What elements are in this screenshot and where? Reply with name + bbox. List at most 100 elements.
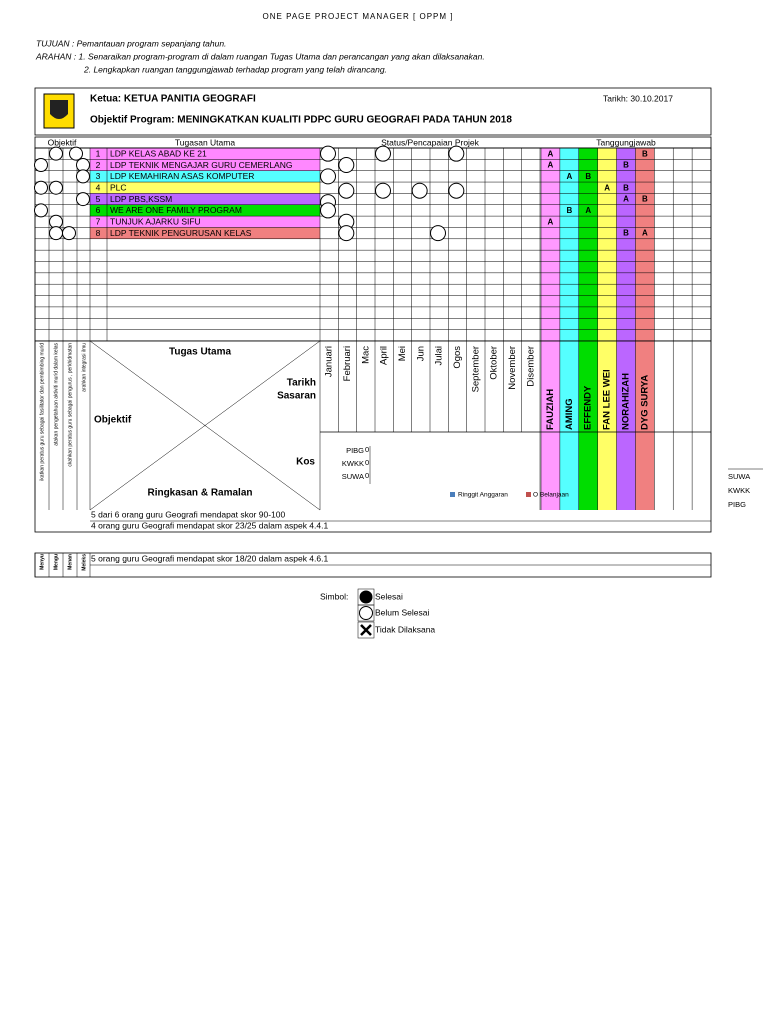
- summary: 5 dari 6 orang guru Geografi mendapat sk…: [91, 509, 285, 519]
- objective-short: Menyu: [39, 554, 45, 570]
- status-dot: [448, 145, 465, 162]
- header-box: [34, 87, 712, 136]
- summary: 5 orang guru Geografi mendapat skor 18/2…: [91, 553, 328, 563]
- task-no: 2: [96, 160, 101, 170]
- task-name: LDP TEKNIK PENGURUSAN KELAS: [110, 228, 252, 238]
- resp-letter: B: [585, 172, 591, 181]
- task-name: LDP PBS,KSSM: [110, 194, 172, 204]
- objective-short: Meleks: [81, 554, 87, 571]
- logo-mark: [50, 100, 68, 119]
- person-column: [635, 148, 655, 510]
- month: September: [470, 346, 481, 392]
- month: Februari: [342, 346, 353, 381]
- person-name: FAN LEE WEI: [602, 369, 613, 430]
- symbol-box: [357, 604, 375, 622]
- objective: arahkan integrasi ilmu: [81, 343, 87, 392]
- objective: ikatkan peratus guru sebagai fasilitator…: [39, 343, 45, 481]
- intro: ARAHAN : 1. Senaraikan program-program d…: [35, 51, 485, 61]
- matrix-label: Tarikh: [287, 378, 316, 389]
- kos-label: SUWA: [342, 472, 364, 481]
- task-name: TUNJUK AJARKU SIFU: [110, 217, 201, 227]
- person-column: [541, 148, 560, 510]
- task-fill: [90, 148, 320, 160]
- status-dot: [338, 157, 355, 174]
- task-no: 6: [96, 205, 101, 215]
- objective-dot: [76, 192, 90, 207]
- status-dot: [375, 182, 391, 199]
- task-name: PLC: [110, 182, 127, 192]
- resp-letter: B: [566, 206, 572, 215]
- task-name: LDP TEKNIK MENGAJAR GURU CEMERLANG: [110, 160, 292, 170]
- objective-dot: [76, 169, 90, 184]
- task-no: 1: [96, 148, 101, 158]
- symbol-item: Tidak Dilaksana: [375, 624, 435, 634]
- symbol-done: [359, 590, 373, 604]
- symbol-item: Belum Selesai: [375, 607, 429, 617]
- col-head: Tugasan Utama: [175, 137, 235, 147]
- status-dot: [338, 182, 355, 199]
- side-label: SUWA: [728, 472, 750, 481]
- month: Disember: [525, 346, 536, 387]
- resp-letter: A: [548, 149, 554, 158]
- task-fill: [90, 216, 320, 228]
- kos-label: PIBG: [346, 446, 364, 455]
- kos-label: KWKK: [342, 459, 364, 468]
- kos-value: 0: [365, 458, 369, 467]
- side-label: PIBG: [728, 500, 746, 509]
- status-dot: [320, 168, 336, 185]
- status-dot: [448, 182, 465, 199]
- task-name: WE ARE ONE FAMILY PROGRAM: [110, 205, 242, 215]
- rule: [89, 340, 321, 511]
- symbol-cancel: [360, 624, 372, 636]
- objective-dot: [49, 180, 63, 195]
- month: Julai: [434, 346, 445, 366]
- resp-letter: B: [623, 229, 629, 238]
- matrix-label: Objektif: [94, 415, 132, 426]
- resp-letter: B: [642, 195, 648, 204]
- month: Mei: [397, 346, 408, 361]
- kos-value: 0: [365, 445, 369, 454]
- objective: ckahkan peratus guru sebagai pengurus , …: [67, 343, 73, 467]
- legend-swatch: [450, 492, 455, 497]
- task-name: LDP KEMAHIRAN ASAS KOMPUTER: [110, 171, 254, 181]
- objective: atakan pengetahuan aktiviti murid dalam …: [53, 342, 59, 445]
- symbol-label: Simbol:: [320, 591, 348, 601]
- title: ONE PAGE PROJECT MANAGER [ OPPM ]: [263, 12, 454, 21]
- matrix-label: Kos: [296, 457, 315, 468]
- person-name: DYG SURYA: [639, 375, 650, 430]
- matrix-label: Tugas Utama: [169, 347, 231, 358]
- task-fill: [90, 182, 320, 194]
- intro: TUJUAN : Pemantauan program sepanjang ta…: [36, 38, 226, 48]
- resp-letter: A: [585, 206, 591, 215]
- person-name: AMING: [564, 398, 575, 430]
- status-dot: [375, 145, 391, 162]
- grid-box: [34, 147, 712, 533]
- legend-swatch: [526, 492, 531, 497]
- objective-dot: [49, 146, 63, 161]
- symbol-item: Selesai: [375, 591, 403, 601]
- person-column: [597, 148, 617, 510]
- resp-letter: B: [623, 161, 629, 170]
- person-column: [559, 148, 579, 510]
- ketua: Ketua: KETUA PANITIA GEOGRAFI: [90, 94, 256, 105]
- task-fill: [90, 204, 320, 217]
- resp-letter: A: [566, 172, 572, 181]
- col-head: Objektif: [48, 137, 77, 147]
- intro: 2. Lengkapkan ruangan tanggungjawab terh…: [83, 64, 387, 74]
- resp-letter: A: [548, 217, 554, 226]
- person-name: FAUZIAH: [545, 389, 556, 430]
- person-name: NORAHIZAH: [621, 373, 632, 430]
- objective-short: Menan: [67, 554, 73, 570]
- month: April: [379, 346, 390, 365]
- resp-letter: B: [623, 183, 629, 192]
- objektif-program: Objektif Program: MENINGKATKAN KUALITI P…: [90, 115, 512, 126]
- symbol-box: [357, 621, 375, 639]
- task-fill: [90, 159, 320, 171]
- task-no: 5: [96, 194, 101, 204]
- task-fill: [90, 193, 320, 205]
- task-fill: [90, 170, 320, 183]
- resp-letter: A: [604, 183, 610, 192]
- objective-short: Mengu: [53, 554, 59, 570]
